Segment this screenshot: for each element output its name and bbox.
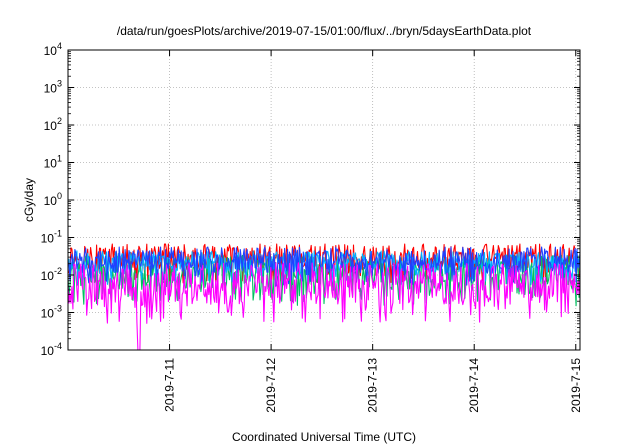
y-tick-label: 10-3	[41, 304, 62, 321]
y-tick-label: 10-4	[41, 341, 62, 358]
series-line	[67, 262, 581, 351]
chart-title: /data/run/goesPlots/archive/2019-07-15/0…	[117, 24, 532, 38]
y-tick-label: 10-2	[41, 266, 62, 283]
y-tick-label: 10-1	[41, 229, 62, 246]
series-line	[67, 246, 581, 287]
x-axis-label: Coordinated Universal Time (UTC)	[232, 430, 416, 444]
x-tick-label: 2019-7-15	[569, 358, 583, 413]
y-axis-label: cGy/day	[22, 178, 36, 222]
series-layer	[67, 243, 581, 351]
y-axis: 104 103 102 101 100 10-1 10-2 10-3 10-4	[41, 41, 580, 358]
x-tick-label: 2019-7-13	[366, 358, 380, 413]
y-tick-label: 101	[44, 154, 62, 171]
series-line	[67, 250, 581, 286]
y-tick-label: 100	[44, 191, 62, 208]
y-tick-label: 104	[44, 41, 62, 58]
y-tick-label: 103	[44, 79, 62, 96]
x-axis: 2019-7-11 2019-7-12 2019-7-13 2019-7-14 2019…	[163, 50, 583, 413]
x-tick-label: 2019-7-11	[163, 358, 177, 412]
y-tick-label: 102	[44, 116, 62, 133]
x-tick-label: 2019-7-12	[264, 358, 278, 413]
x-tick-label: 2019-7-14	[467, 358, 481, 413]
